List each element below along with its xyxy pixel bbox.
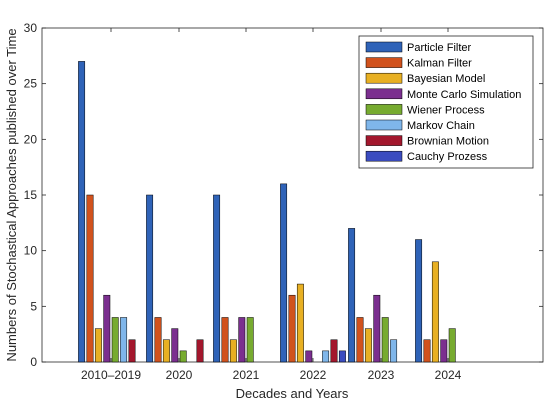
legend-label: Kalman Filter <box>407 58 472 70</box>
bar <box>364 328 372 363</box>
bar <box>94 328 102 363</box>
y-axis-title: Numbers of Stochastical Approaches publi… <box>4 28 19 361</box>
x-tick-label: 2020 <box>166 368 193 382</box>
legend-swatch <box>365 88 403 100</box>
bar <box>103 294 111 363</box>
legend-swatch <box>365 150 403 162</box>
y-axis-ticks: 0 5 10 15 20 25 30 <box>24 21 543 369</box>
x-axis-title: Decades and Years <box>236 386 349 401</box>
bar <box>338 350 346 363</box>
legend-swatch <box>365 104 403 115</box>
legend-swatch <box>365 72 403 84</box>
bar <box>280 183 288 363</box>
legend-label: Markov Chain <box>407 120 475 132</box>
bar <box>390 339 398 363</box>
bar <box>431 261 439 363</box>
bar <box>448 328 456 363</box>
bar <box>246 317 254 363</box>
y-tick-label: 10 <box>24 244 38 258</box>
bar <box>196 339 204 363</box>
bar <box>415 239 423 363</box>
bar <box>128 339 136 363</box>
bar <box>288 294 296 363</box>
legend-label: Wiener Process <box>407 104 485 116</box>
bar <box>179 350 187 363</box>
bar <box>423 339 431 363</box>
x-axis-ticks: 2010–2019 2020 2021 2022 2023 2024 <box>81 28 462 382</box>
y-tick-label: 20 <box>24 132 38 146</box>
y-tick-label: 15 <box>24 188 38 202</box>
bar <box>373 294 381 363</box>
bar <box>381 317 389 363</box>
legend-label: Cauchy Prozess <box>407 151 488 163</box>
x-tick-label: 2024 <box>435 368 462 382</box>
x-tick-label: 2023 <box>368 368 395 382</box>
bar <box>440 339 448 363</box>
bar <box>330 339 338 363</box>
bar <box>229 339 237 363</box>
bar <box>162 339 170 363</box>
bar <box>111 317 119 363</box>
bar <box>171 328 179 363</box>
legend-swatch <box>365 135 403 146</box>
legend-label: Bayesian Model <box>407 73 485 85</box>
legend-box <box>358 35 534 169</box>
legend-label: Monte Carlo Simulation <box>407 89 521 101</box>
bar <box>86 194 94 363</box>
legend-swatch <box>365 119 403 131</box>
bar <box>146 194 154 363</box>
bars-group <box>78 61 456 363</box>
bar <box>348 228 356 363</box>
bar <box>154 317 162 363</box>
x-tick-label: 2010–2019 <box>81 368 141 382</box>
x-tick-label: 2022 <box>300 368 327 382</box>
bar <box>120 317 128 363</box>
legend: Particle Filter Kalman Filter Bayesian Mod… <box>358 35 534 169</box>
bar <box>221 317 229 363</box>
bar <box>322 350 330 363</box>
bar <box>356 317 364 363</box>
bar <box>238 317 246 363</box>
y-tick-label: 25 <box>24 77 38 91</box>
x-tick-label: 2021 <box>233 368 260 382</box>
y-tick-label: 5 <box>30 299 37 313</box>
y-tick-label: 30 <box>24 21 38 35</box>
legend-swatch <box>365 57 403 68</box>
legend-label: Particle Filter <box>407 42 472 54</box>
bar <box>213 194 221 363</box>
bar <box>78 61 86 363</box>
y-tick-label: 0 <box>30 355 37 369</box>
bar <box>296 283 304 363</box>
legend-label: Brownian Motion <box>407 136 489 148</box>
bar <box>305 350 313 363</box>
legend-swatch <box>365 41 403 53</box>
